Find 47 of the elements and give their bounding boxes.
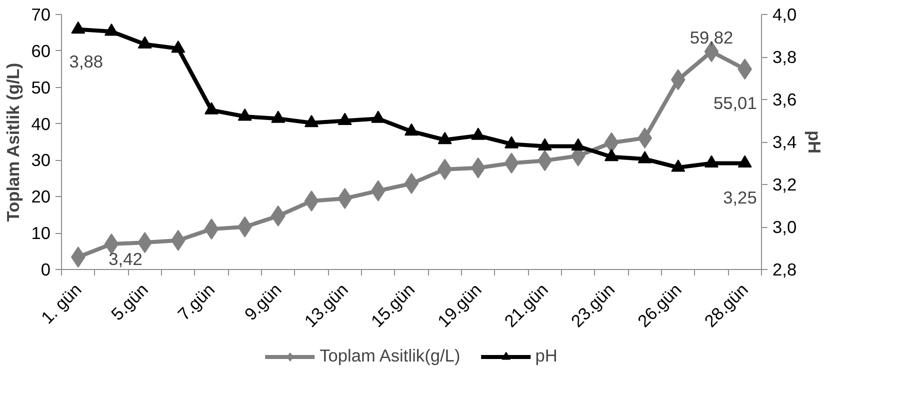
point xyxy=(138,36,152,49)
y-tick-label: 20 xyxy=(31,186,51,207)
y-tick-label: 70 xyxy=(31,4,51,24)
annotation: 59,82 xyxy=(690,28,734,48)
y2-tick-label: 3,2 xyxy=(772,174,797,194)
annotation: 3,42 xyxy=(108,249,142,269)
point xyxy=(104,23,118,36)
y-tick-label: 40 xyxy=(31,114,51,134)
point xyxy=(304,114,318,128)
y2-tick-label: 2,8 xyxy=(772,260,797,280)
point xyxy=(538,138,552,151)
y-tick-label: 10 xyxy=(31,223,51,244)
y-tick-label: 50 xyxy=(31,77,51,98)
annotation: 3,88 xyxy=(69,51,104,72)
annotation: 3,25 xyxy=(723,187,757,208)
point xyxy=(471,128,486,140)
point xyxy=(604,148,618,162)
y-tick-label: 30 xyxy=(31,150,51,170)
point xyxy=(271,110,286,123)
x-tick-label: 1. gün xyxy=(37,279,86,328)
point xyxy=(738,155,752,168)
point xyxy=(238,108,252,121)
point xyxy=(638,150,652,164)
y2-tick-label: 3,0 xyxy=(772,217,797,237)
point xyxy=(504,136,518,148)
y-tick-label: 0 xyxy=(40,260,51,280)
point xyxy=(338,112,352,126)
point xyxy=(571,138,586,151)
point xyxy=(404,123,418,136)
y2-tick-label: 3,4 xyxy=(772,132,797,152)
y2-tick-label: 3,6 xyxy=(772,90,797,110)
point xyxy=(104,234,119,254)
point xyxy=(438,132,452,144)
legend-label: pH xyxy=(535,346,558,366)
point xyxy=(171,40,186,53)
y2-axis-title: pH xyxy=(804,130,825,154)
y2-tick-label: 3,8 xyxy=(772,47,797,67)
point xyxy=(71,21,86,34)
point xyxy=(671,159,686,172)
y-axis-title: Toplam Asitlik (g/L) xyxy=(3,62,24,222)
point xyxy=(704,155,718,168)
y-tick-label: 60 xyxy=(31,40,51,61)
annotation: 55,01 xyxy=(713,93,757,114)
legend-label: Toplam Asitlik(g/L) xyxy=(320,346,460,366)
y2-tick-label: 4,0 xyxy=(772,4,797,24)
point xyxy=(204,102,218,114)
point xyxy=(371,110,386,123)
